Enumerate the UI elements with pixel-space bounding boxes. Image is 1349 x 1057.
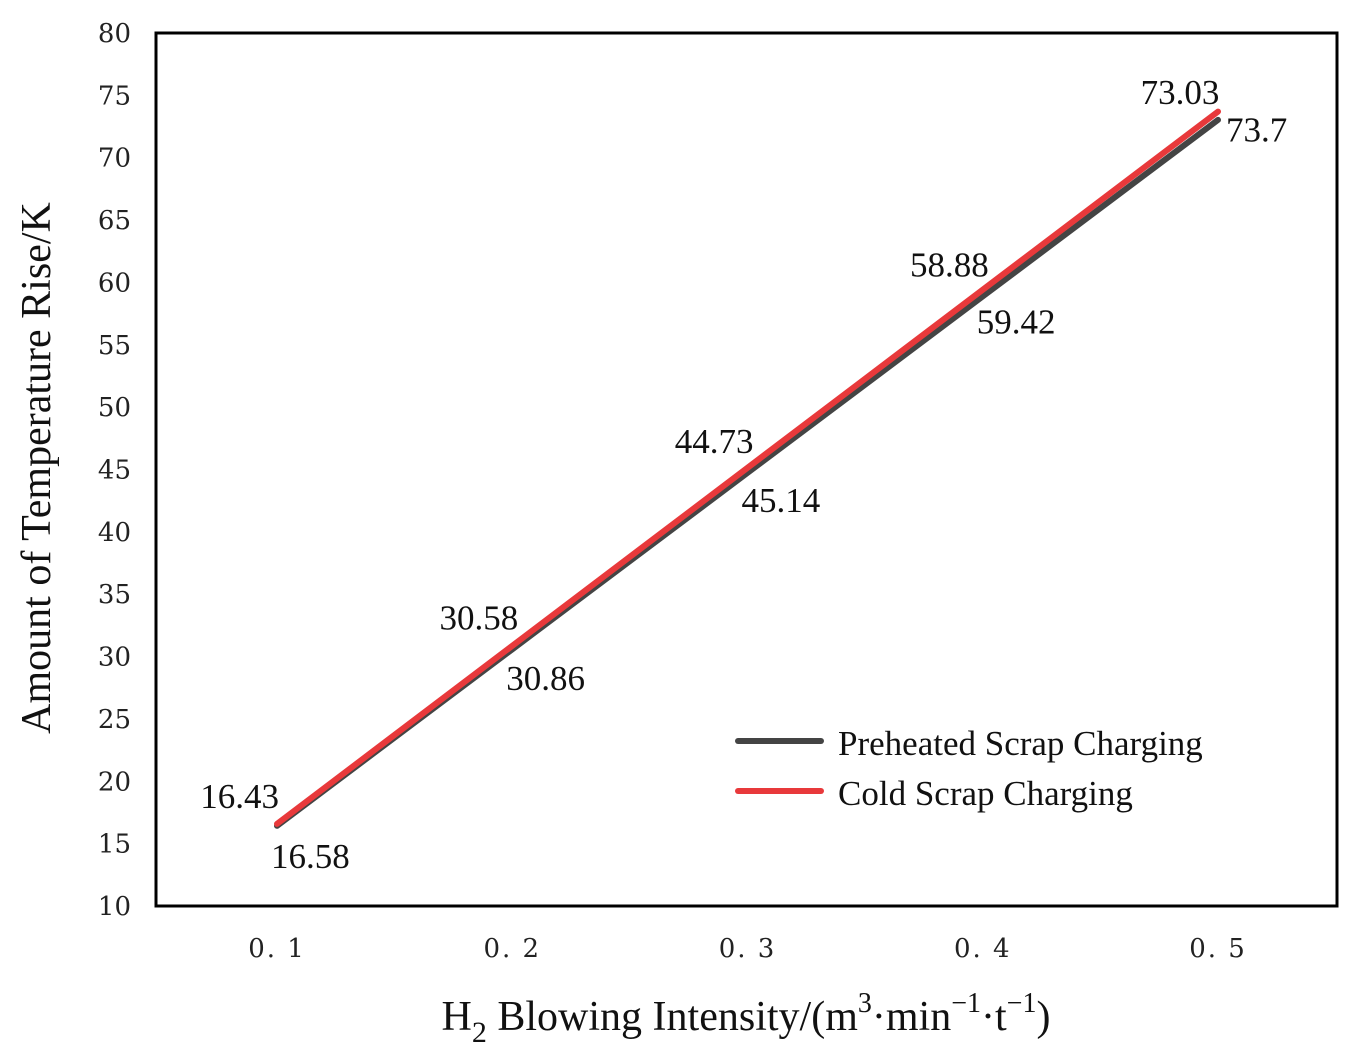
y-tick-label: 50 [98, 393, 131, 423]
x-tick-label: 0. 2 [483, 934, 541, 964]
y-tick-label: 60 [98, 268, 131, 298]
legend-label-preheated: Preheated Scrap Charging [838, 724, 1203, 763]
x-axis-ticks: 0. 1 0. 2 0. 3 0. 4 0. 5 [248, 934, 1247, 964]
data-label-preheated: 73.03 [1141, 73, 1220, 112]
y-axis-title: Amount of Temperature Rise/K [14, 202, 60, 734]
y-tick-label: 30 [98, 643, 131, 673]
y-tick-label: 35 [98, 580, 131, 610]
y-tick-label: 70 [98, 144, 131, 174]
y-tick-label: 65 [98, 206, 131, 236]
y-tick-label: 15 [98, 830, 131, 860]
y-tick-label: 75 [98, 81, 131, 111]
y-tick-label: 40 [98, 518, 131, 548]
data-labels: 16.43 30.58 44.73 58.88 73.03 16.58 30.86 45.14… [200, 73, 1287, 876]
legend-label-cold: Cold Scrap Charging [838, 774, 1133, 813]
y-tick-label: 80 [98, 19, 131, 49]
x-tick-label: 0. 5 [1189, 934, 1247, 964]
y-tick-label: 55 [98, 331, 131, 361]
data-label-cold: 16.58 [271, 837, 350, 876]
x-tick-label: 0. 4 [954, 934, 1012, 964]
y-axis-ticks: 10 15 20 25 30 35 40 45 50 55 60 65 70 75 80 [98, 19, 131, 922]
y-tick-label: 20 [98, 767, 131, 797]
data-label-preheated: 58.88 [910, 245, 989, 284]
data-label-preheated: 30.58 [440, 598, 519, 637]
series-line-cold [274, 108, 1221, 827]
data-label-preheated: 44.73 [675, 422, 754, 461]
plot-frame [154, 31, 1339, 908]
x-tick-label: 0. 1 [248, 934, 306, 964]
data-label-cold: 59.42 [977, 303, 1056, 342]
data-label-preheated: 16.43 [200, 777, 279, 816]
legend: Preheated Scrap Charging Cold Scrap Char… [735, 724, 1203, 813]
y-tick-label: 45 [98, 456, 131, 486]
x-tick-label: 0. 3 [719, 934, 777, 964]
data-label-cold: 73.7 [1226, 111, 1287, 150]
x-axis-title: H2 Blowing Intensity/(m3·min−1·t−1) [442, 988, 1051, 1049]
y-tick-label: 10 [98, 892, 131, 922]
series-lines [274, 108, 1221, 829]
data-label-cold: 45.14 [742, 481, 821, 520]
y-tick-label: 25 [98, 705, 131, 735]
data-label-cold: 30.86 [506, 659, 585, 698]
